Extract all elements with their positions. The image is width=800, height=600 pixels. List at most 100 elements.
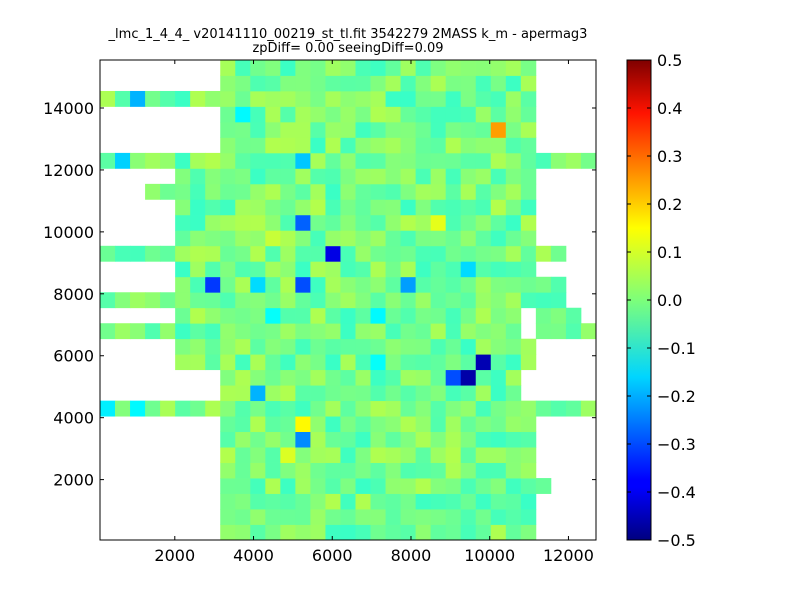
heatmap-cell xyxy=(310,354,326,371)
heatmap-cell xyxy=(490,338,507,355)
heatmap-cell xyxy=(445,90,462,107)
heatmap-cell xyxy=(175,323,191,340)
heatmap-cell xyxy=(235,354,251,371)
heatmap-cell xyxy=(415,230,432,247)
heatmap-cell xyxy=(475,276,492,293)
heatmap-cell xyxy=(220,478,236,494)
heatmap-cell xyxy=(355,152,371,169)
heatmap-cell xyxy=(220,462,236,479)
heatmap-cell xyxy=(400,183,417,200)
heatmap-cell xyxy=(355,261,371,278)
colorbar-tick-label: 0.5 xyxy=(657,51,682,70)
heatmap-cell xyxy=(340,509,356,525)
heatmap-cell xyxy=(265,292,281,309)
heatmap-cell xyxy=(460,214,477,231)
heatmap-cell xyxy=(520,152,537,169)
heatmap-cell xyxy=(280,137,296,154)
heatmap-cell xyxy=(280,338,296,355)
heatmap-cell xyxy=(280,307,296,324)
heatmap-cell xyxy=(505,106,522,123)
heatmap-cell xyxy=(475,199,492,216)
heatmap-cell xyxy=(325,245,341,262)
heatmap-cell xyxy=(385,385,401,402)
heatmap-cell xyxy=(250,230,266,247)
heatmap-cell xyxy=(460,338,477,355)
heatmap-cell xyxy=(220,75,236,92)
heatmap-cell xyxy=(130,152,146,169)
heatmap-cell xyxy=(505,338,522,355)
heatmap-cell xyxy=(220,416,236,433)
heatmap-cell xyxy=(385,137,401,154)
heatmap-cell xyxy=(325,509,341,525)
heatmap-cell xyxy=(400,230,417,247)
colorbar-tick-label: −0.4 xyxy=(657,483,696,502)
heatmap-cell xyxy=(370,214,386,231)
heatmap-cell xyxy=(145,90,161,107)
heatmap-cell xyxy=(340,199,356,216)
heatmap-cell xyxy=(550,276,567,293)
heatmap-cell xyxy=(445,292,462,309)
colorbar-tick-label: −0.1 xyxy=(657,339,696,358)
heatmap-cell xyxy=(475,152,492,169)
heatmap-cell xyxy=(415,75,432,92)
heatmap-cell xyxy=(385,447,401,463)
heatmap-cell xyxy=(520,199,537,216)
y-tick-label: 4000 xyxy=(53,409,94,428)
heatmap-cell xyxy=(295,230,311,247)
heatmap-cell xyxy=(265,524,281,541)
heatmap-cell xyxy=(370,199,386,216)
heatmap-cell xyxy=(400,354,417,371)
heatmap-cell xyxy=(295,183,311,200)
heatmap-cell xyxy=(475,354,492,371)
heatmap-cell xyxy=(505,168,522,185)
heatmap-cell xyxy=(430,168,447,185)
heatmap-cell xyxy=(100,152,116,169)
heatmap-cell xyxy=(130,245,146,262)
heatmap-cell xyxy=(475,121,492,138)
heatmap-cell xyxy=(295,276,311,293)
heatmap-cell xyxy=(460,261,477,278)
heatmap-cell xyxy=(250,60,266,76)
heatmap-cell xyxy=(250,90,266,107)
heatmap-cell xyxy=(505,509,522,525)
x-tick-label: 12000 xyxy=(543,546,594,565)
heatmap-cell xyxy=(430,478,447,494)
heatmap-cell xyxy=(175,199,191,216)
heatmap-cell xyxy=(505,292,522,309)
heatmap-cell xyxy=(490,183,507,200)
heatmap-cell xyxy=(160,292,176,309)
heatmap-cell xyxy=(265,354,281,371)
heatmap-cell xyxy=(205,400,221,417)
heatmap-cell xyxy=(385,338,401,355)
heatmap-cell xyxy=(505,230,522,247)
heatmap-cell xyxy=(235,183,251,200)
heatmap-cell xyxy=(490,75,507,92)
heatmap-cell xyxy=(205,261,221,278)
heatmap-cell xyxy=(400,137,417,154)
heatmap-cell xyxy=(370,478,386,494)
heatmap-cell xyxy=(535,400,552,417)
heatmap-cell xyxy=(220,137,236,154)
heatmap-cell xyxy=(310,493,326,510)
heatmap-cell xyxy=(295,75,311,92)
heatmap-cell xyxy=(460,90,477,107)
heatmap-cell xyxy=(490,416,507,433)
heatmap-cell xyxy=(430,385,447,402)
heatmap-cell xyxy=(385,431,401,448)
x-tick-label: 2000 xyxy=(154,546,195,565)
heatmap-cell xyxy=(340,137,356,154)
heatmap-cell xyxy=(520,509,537,525)
heatmap-cell xyxy=(370,354,386,371)
heatmap-cell xyxy=(265,493,281,510)
heatmap-cell xyxy=(430,60,447,76)
heatmap-cell xyxy=(325,385,341,402)
heatmap-cell xyxy=(475,307,492,324)
heatmap-cell xyxy=(115,400,131,417)
heatmap-cell xyxy=(175,292,191,309)
heatmap-cell xyxy=(445,214,462,231)
heatmap-cell xyxy=(520,90,537,107)
heatmap-cell xyxy=(415,261,432,278)
heatmap-cell xyxy=(475,431,492,448)
heatmap-cell xyxy=(565,323,582,340)
